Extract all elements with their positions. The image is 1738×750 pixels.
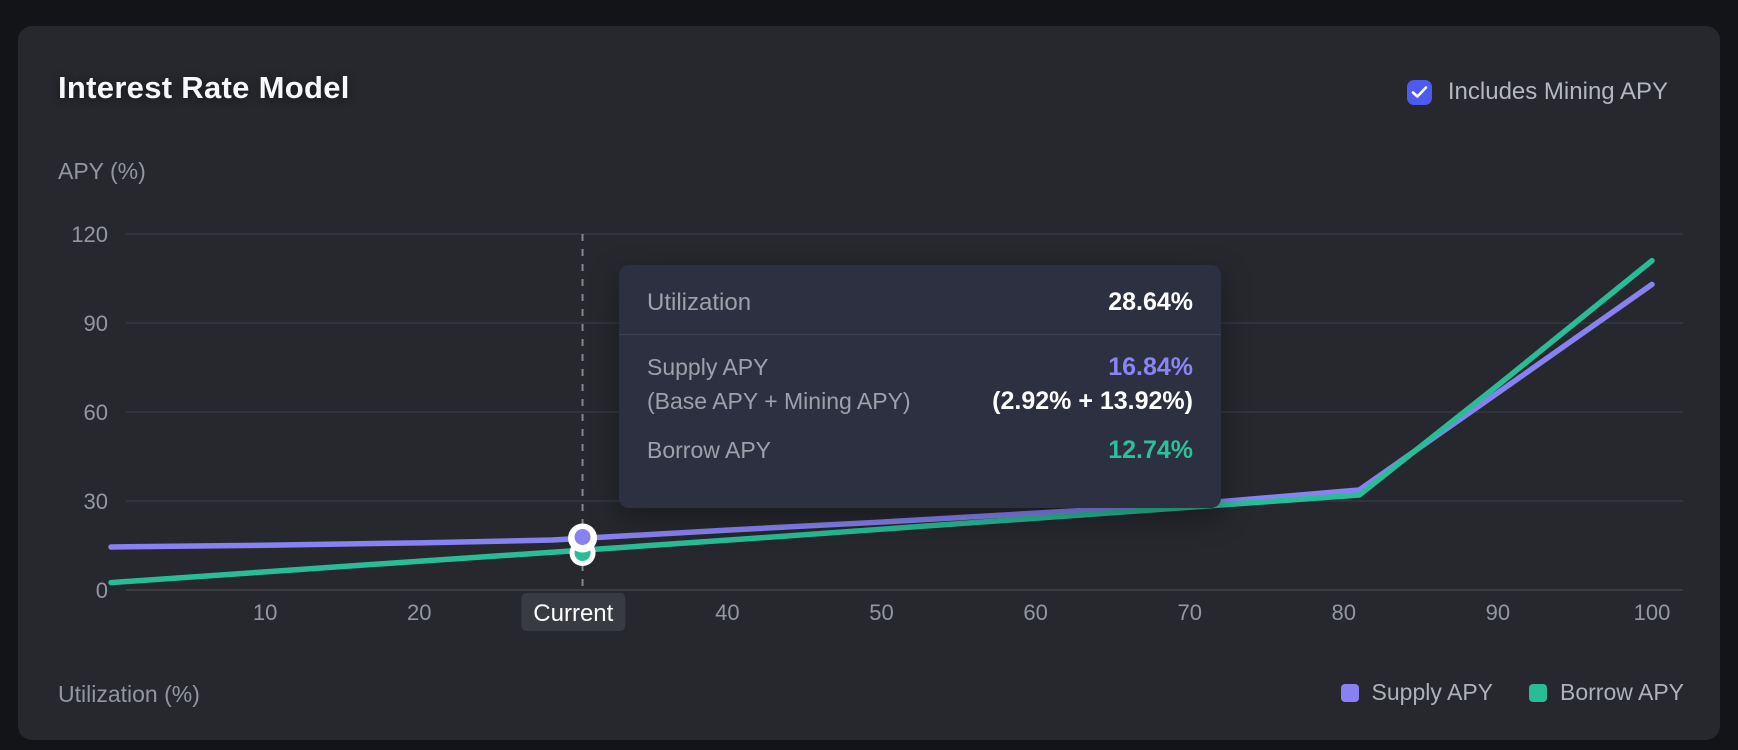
tooltip-utilization-row: Utilization 28.64% xyxy=(647,265,1193,317)
y-tick-label: 90 xyxy=(84,311,108,336)
y-axis-title: APY (%) xyxy=(58,158,146,184)
interest-rate-model-card: Interest Rate Model Includes Mining APY … xyxy=(18,26,1720,740)
x-tick-label: 90 xyxy=(1486,600,1510,625)
includes-mining-apy-checkbox[interactable] xyxy=(1406,79,1432,105)
x-tick-label: 70 xyxy=(1177,600,1201,625)
includes-mining-apy-label: Includes Mining APY xyxy=(1447,78,1668,105)
current-marker-supply-dot xyxy=(574,529,591,545)
legend-item-borrow[interactable]: Borrow APY xyxy=(1529,679,1684,706)
x-tick-label: 80 xyxy=(1332,600,1356,625)
x-tick-label: 20 xyxy=(407,600,431,625)
x-tick-label: 60 xyxy=(1023,600,1047,625)
y-tick-label: 0 xyxy=(96,578,108,603)
chart-legend: Supply APY Borrow APY xyxy=(1340,679,1684,706)
x-tick-label: 100 xyxy=(1634,600,1671,625)
tooltip-supply-breakdown: (2.92% + 13.92%) xyxy=(992,387,1193,415)
x-axis-title: Utilization (%) xyxy=(58,681,200,707)
tooltip-supply-values: 16.84% (2.92% + 13.92%) xyxy=(992,350,1193,418)
tooltip-supply-value: 16.84% xyxy=(1108,353,1193,381)
x-tick-label-current: Current xyxy=(533,600,613,627)
tooltip-borrow-row: Borrow APY 12.74% xyxy=(647,436,1193,465)
y-tick-label: 30 xyxy=(84,489,108,514)
tooltip-utilization-value: 28.64% xyxy=(1108,288,1193,316)
includes-mining-apy-toggle[interactable]: Includes Mining APY xyxy=(1406,78,1668,106)
y-tick-label: 120 xyxy=(71,222,108,247)
legend-supply-label: Supply APY xyxy=(1371,679,1493,705)
tooltip-borrow-label: Borrow APY xyxy=(647,437,771,463)
tooltip-divider xyxy=(619,334,1221,335)
borrow-swatch-icon xyxy=(1529,683,1547,702)
supply-swatch-icon xyxy=(1340,683,1359,702)
x-tick-label: 50 xyxy=(869,600,893,625)
tooltip-supply-labels: Supply APY (Base APY + Mining APY) xyxy=(647,350,911,418)
page-title: Interest Rate Model xyxy=(58,70,350,105)
x-tick-label: 40 xyxy=(715,600,739,625)
y-tick-label: 60 xyxy=(84,400,108,425)
tooltip-utilization-label: Utilization xyxy=(647,288,752,316)
legend-borrow-label: Borrow APY xyxy=(1560,679,1684,705)
legend-item-supply[interactable]: Supply APY xyxy=(1340,679,1493,706)
tooltip-supply-sublabel: (Base APY + Mining APY) xyxy=(647,388,911,414)
x-tick-label: 10 xyxy=(253,600,277,625)
tooltip-supply-row: Supply APY (Base APY + Mining APY) 16.84… xyxy=(647,350,1193,418)
current-tick-pill xyxy=(521,593,626,631)
tooltip-borrow-value: 12.74% xyxy=(1108,436,1193,464)
check-icon xyxy=(1411,86,1428,98)
chart-canvas[interactable]: 0 30 60 90 120 10 20 Current 40 50 60 70 80 90 100 xyxy=(18,26,1720,740)
borrow-apy-line xyxy=(108,257,1655,586)
chart-tooltip: Utilization 28.64% Supply APY (Base APY … xyxy=(619,265,1221,508)
tooltip-supply-label: Supply APY xyxy=(647,354,769,380)
